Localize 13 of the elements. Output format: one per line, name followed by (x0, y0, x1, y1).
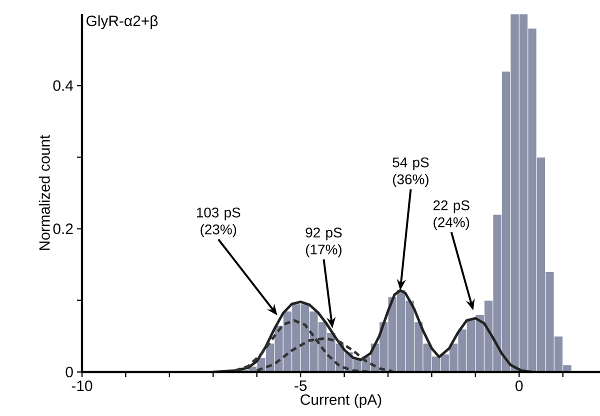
x-tick-label: 0 (516, 380, 523, 392)
chart-title: GlyR-α2+β (86, 15, 158, 30)
annotation: 54 pS (36%) (392, 157, 429, 188)
x-tick-label: -10 (72, 380, 92, 392)
y-tick-label: 0 (66, 366, 73, 378)
x-axis-title: Current (pA) (300, 394, 382, 408)
y-tick-label: 0.4 (53, 80, 74, 91)
x-tick-label: -5 (294, 380, 307, 391)
annotation: 103 pS (23%) (196, 208, 240, 238)
y-axis-title: Normalized count (38, 135, 50, 250)
annotation: 92 pS (17%) (306, 228, 342, 258)
annotation: 22 pS (24%) (433, 200, 470, 230)
y-tick-label: 0.2 (53, 224, 73, 234)
